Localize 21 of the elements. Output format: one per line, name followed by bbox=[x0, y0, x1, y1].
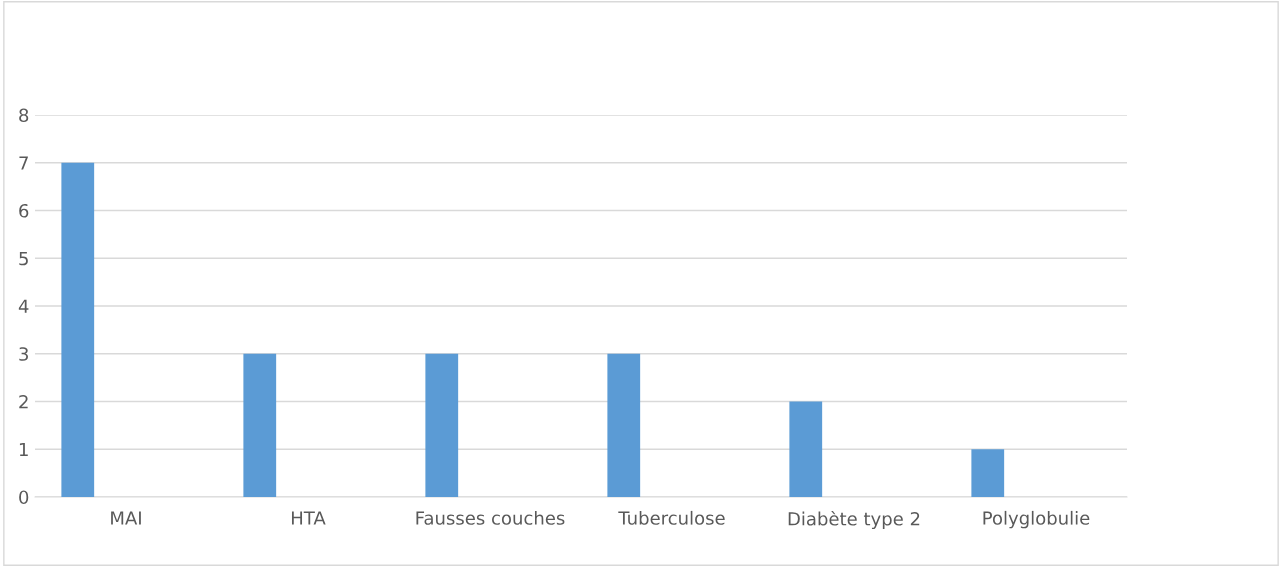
bar bbox=[971, 449, 1005, 497]
y-tick-label: 1 bbox=[19, 442, 28, 457]
y-tick-label: 7 bbox=[19, 156, 28, 170]
y-tick-label: 4 bbox=[18, 299, 29, 313]
x-tick-label: Diabète type 2 bbox=[788, 510, 920, 530]
y-tick-label: 2 bbox=[19, 394, 28, 409]
x-tick-label: HTA bbox=[291, 511, 326, 525]
bar bbox=[61, 162, 95, 497]
bar bbox=[425, 353, 459, 497]
bar bbox=[789, 401, 823, 497]
y-tick-label: 8 bbox=[19, 108, 29, 123]
y-tick-label: 3 bbox=[19, 347, 28, 361]
x-tick-label: MAI bbox=[111, 511, 141, 525]
x-tick-label: Fausses couches bbox=[416, 510, 565, 525]
x-tick-label: Polyglobulie bbox=[983, 510, 1090, 529]
bar bbox=[243, 353, 277, 497]
x-tick-label: Tuberculose bbox=[618, 510, 725, 525]
y-tick-label: 0 bbox=[19, 490, 29, 505]
bar bbox=[607, 353, 641, 497]
y-tick-label: 6 bbox=[19, 203, 29, 218]
y-tick-label: 5 bbox=[19, 251, 28, 266]
